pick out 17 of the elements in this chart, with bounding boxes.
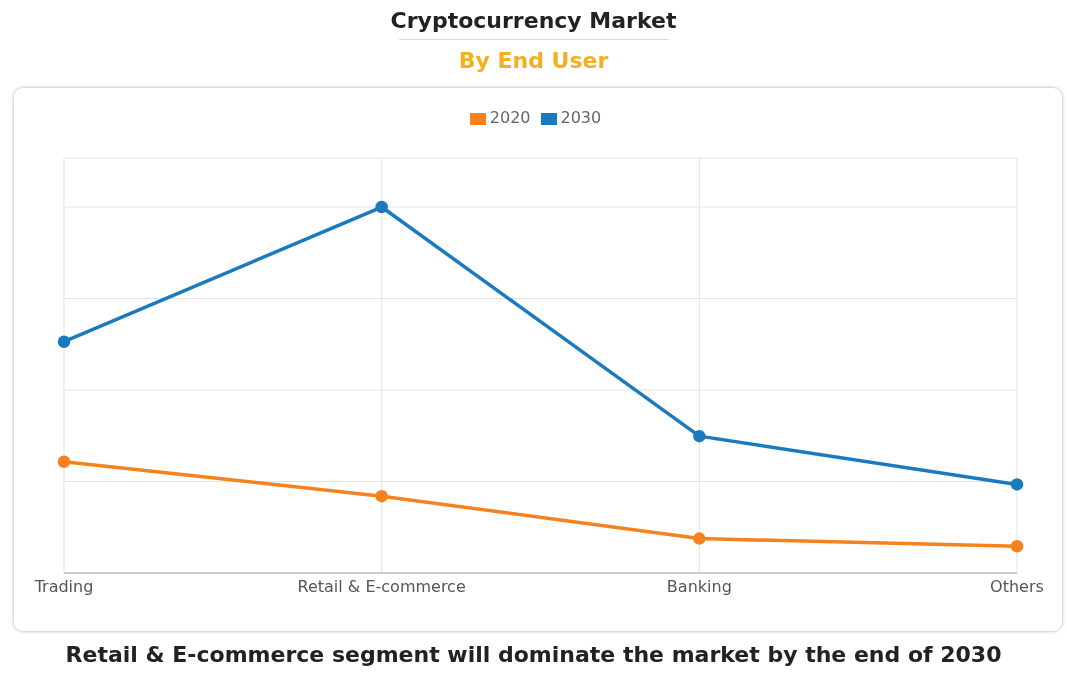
point: [57, 455, 71, 468]
point: [375, 200, 388, 214]
point: [1010, 478, 1024, 491]
point: [693, 429, 706, 443]
chart-title: Cryptocurrency Market: [389, 8, 678, 33]
x-tick-label: Banking: [666, 577, 732, 597]
x-tick-label: Others: [990, 577, 1044, 597]
point: [1010, 540, 1024, 553]
legend-label: 2030: [560, 108, 602, 127]
point: [375, 489, 388, 503]
x-tick-label: Trading: [33, 577, 94, 597]
chart-subtitle: By End User: [457, 48, 610, 73]
x-tick-label: Retail & E-commerce: [297, 577, 466, 597]
text: Retail & E-commerce segment will dominate the market by the end of 2030: [64, 642, 1003, 667]
point: [693, 532, 706, 545]
legend-label: 2020: [489, 108, 531, 127]
point: [57, 335, 71, 348]
